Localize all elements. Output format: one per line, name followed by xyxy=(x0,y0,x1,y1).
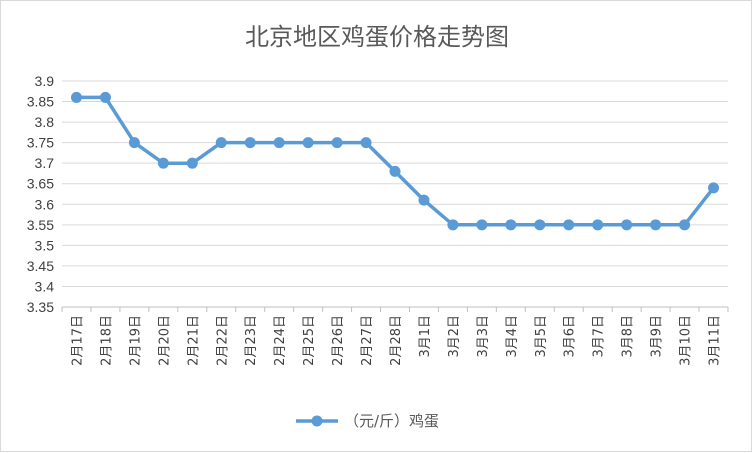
data-point xyxy=(708,182,720,194)
data-point xyxy=(244,137,256,149)
x-tick-label: 3月8日 xyxy=(621,315,636,358)
y-tick-label: 3.8 xyxy=(35,114,55,130)
x-tick-label: 3月2日 xyxy=(447,315,462,358)
x-tick-label: 3月6日 xyxy=(563,315,578,358)
data-point xyxy=(447,219,459,231)
y-tick-label: 3.35 xyxy=(27,299,54,315)
y-axis-ticks: 3.9 3.85 3.8 3.75 3.7 3.65 3.6 3.55 3.5 3.45 3.4 3.… xyxy=(27,73,54,315)
data-point xyxy=(389,165,401,177)
data-point xyxy=(70,91,82,103)
x-axis-ticks: 2月17日 2月18日 2月19日 2月20日 2月21日 2月22日 2月23日 2月24日… xyxy=(70,315,722,366)
axes xyxy=(61,306,729,312)
data-point xyxy=(157,157,169,169)
data-point xyxy=(679,219,691,231)
y-tick-label: 3.9 xyxy=(35,73,55,89)
data-point xyxy=(534,219,546,231)
gridlines xyxy=(62,80,728,308)
y-tick-label: 3.45 xyxy=(27,258,54,274)
data-point xyxy=(476,219,488,231)
data-point xyxy=(331,137,343,149)
chart-title: 北京地区鸡蛋价格走势图 xyxy=(245,23,509,51)
data-point xyxy=(273,137,285,149)
x-tick-label: 2月27日 xyxy=(360,315,375,366)
x-tick-label: 2月23日 xyxy=(244,315,259,366)
x-tick-label: 2月20日 xyxy=(157,315,172,366)
legend-label: （元/斤）鸡蛋 xyxy=(344,412,439,430)
y-tick-label: 3.65 xyxy=(27,176,54,192)
x-tick-label: 2月21日 xyxy=(186,315,201,366)
x-tick-label: 3月7日 xyxy=(592,315,607,358)
x-tick-label: 2月25日 xyxy=(302,315,317,366)
x-tick-label: 3月4日 xyxy=(505,315,520,358)
x-tick-label: 3月10日 xyxy=(679,315,694,366)
x-tick-label: 2月19日 xyxy=(128,315,143,366)
x-tick-label: 2月26日 xyxy=(331,315,346,366)
data-point xyxy=(215,137,227,149)
x-tick-label: 3月9日 xyxy=(650,315,665,358)
x-tick-label: 2月18日 xyxy=(99,315,114,366)
data-point xyxy=(99,91,111,103)
series xyxy=(70,91,720,231)
series-line xyxy=(76,95,715,227)
data-point xyxy=(128,137,140,149)
data-point xyxy=(418,194,430,206)
x-tick-label: 3月3日 xyxy=(476,315,491,358)
data-point xyxy=(186,157,198,169)
data-point xyxy=(563,219,575,231)
y-tick-label: 3.6 xyxy=(35,196,55,212)
x-tick-label: 3月1日 xyxy=(418,315,433,358)
x-tick-label: 2月17日 xyxy=(70,315,85,366)
legend-marker xyxy=(311,415,323,427)
y-tick-label: 3.85 xyxy=(27,94,54,110)
data-point xyxy=(650,219,662,231)
data-point xyxy=(302,137,314,149)
x-tick-label: 2月22日 xyxy=(215,315,230,366)
y-tick-label: 3.55 xyxy=(27,217,54,233)
x-tick-label: 2月28日 xyxy=(389,315,404,366)
x-tick-label: 2月24日 xyxy=(273,315,288,366)
legend: （元/斤）鸡蛋 xyxy=(296,412,439,430)
data-point xyxy=(592,219,604,231)
x-tick-label: 3月5日 xyxy=(534,315,549,358)
y-tick-label: 3.7 xyxy=(35,155,55,171)
x-tick-label: 3月11日 xyxy=(708,315,723,366)
y-tick-label: 3.4 xyxy=(35,278,55,294)
y-tick-label: 3.75 xyxy=(27,135,54,151)
y-tick-label: 3.5 xyxy=(35,237,55,253)
data-point xyxy=(360,137,372,149)
data-point xyxy=(621,219,633,231)
data-point xyxy=(505,219,517,231)
